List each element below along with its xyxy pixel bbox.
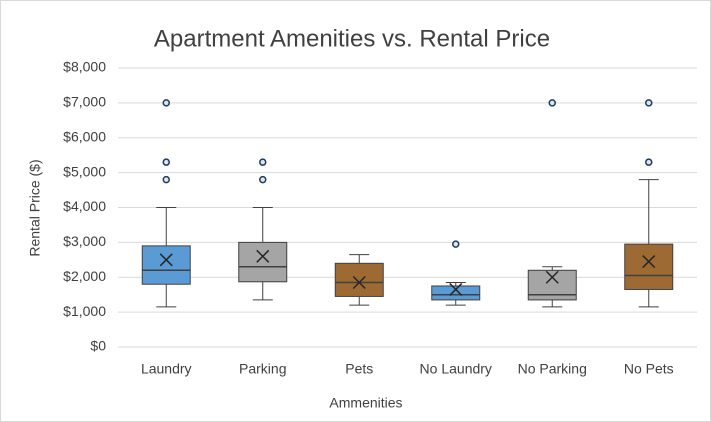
outlier bbox=[162, 175, 170, 184]
y-tick-label: $1,000 bbox=[63, 303, 106, 319]
outlier bbox=[645, 99, 653, 107]
mean-marker bbox=[449, 282, 463, 296]
outlier bbox=[259, 175, 267, 184]
x-tick-label: No Laundry bbox=[420, 361, 492, 377]
x-tick-label: No Parking bbox=[518, 361, 587, 377]
outlier bbox=[452, 240, 460, 248]
y-axis-label: Rental Price ($) bbox=[27, 159, 43, 256]
outlier bbox=[645, 158, 653, 166]
y-tick-label: $2,000 bbox=[63, 268, 106, 284]
outlier bbox=[162, 158, 170, 166]
mean-marker bbox=[256, 249, 270, 263]
outlier bbox=[259, 158, 267, 166]
y-tick-label: $5,000 bbox=[63, 163, 106, 179]
box bbox=[334, 262, 384, 297]
mean-marker bbox=[642, 255, 656, 269]
box bbox=[238, 241, 288, 283]
outlier bbox=[548, 99, 556, 107]
y-tick-label: $8,000 bbox=[63, 59, 106, 75]
box bbox=[431, 285, 481, 301]
y-tick-label: $7,000 bbox=[63, 94, 106, 110]
mean-marker bbox=[545, 270, 559, 284]
x-axis-label: Ammenities bbox=[329, 395, 402, 411]
x-tick-label: Pets bbox=[345, 361, 373, 377]
x-tick-label: No Pets bbox=[624, 361, 674, 377]
y-tick-label: $4,000 bbox=[63, 198, 106, 214]
chart-title: Apartment Amenities vs. Rental Price bbox=[154, 25, 550, 52]
x-tick-label: Laundry bbox=[141, 361, 192, 377]
y-tick-label: $0 bbox=[90, 338, 106, 354]
box bbox=[527, 269, 577, 301]
mean-marker bbox=[352, 275, 366, 290]
y-tick-label: $6,000 bbox=[63, 128, 106, 144]
box bbox=[624, 243, 674, 290]
y-tick-label: $3,000 bbox=[63, 233, 106, 249]
box bbox=[141, 245, 191, 285]
mean-marker bbox=[159, 253, 173, 267]
x-tick-label: Parking bbox=[239, 361, 286, 377]
outlier bbox=[162, 99, 170, 107]
